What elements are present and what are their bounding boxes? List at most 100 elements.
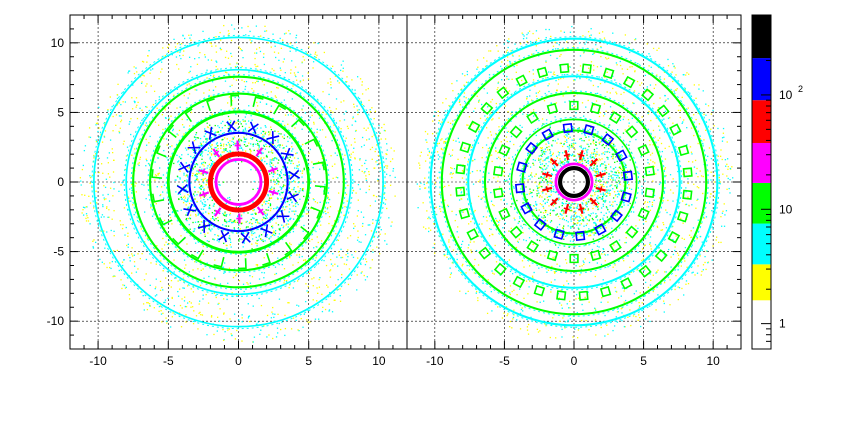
left-hit bbox=[210, 164, 213, 166]
left-hit bbox=[172, 312, 174, 314]
left-hit bbox=[271, 252, 274, 254]
right-hit bbox=[507, 313, 509, 315]
right-hit bbox=[664, 110, 667, 112]
left-hit bbox=[294, 127, 296, 129]
right-hit bbox=[510, 248, 512, 251]
left-hit bbox=[253, 180, 255, 183]
left-hit bbox=[252, 145, 254, 147]
right-hit bbox=[551, 265, 553, 268]
left-hit bbox=[260, 239, 263, 241]
right-hit bbox=[482, 182, 484, 185]
left-hit bbox=[247, 212, 249, 214]
left-hit bbox=[250, 115, 252, 117]
right-hit bbox=[602, 217, 604, 219]
left-hit bbox=[278, 233, 281, 235]
left-hit bbox=[231, 292, 233, 294]
right-hit bbox=[526, 165, 529, 167]
right-hit bbox=[638, 314, 640, 316]
left-hit bbox=[98, 212, 100, 214]
left-module bbox=[234, 140, 241, 151]
left-hit bbox=[154, 121, 157, 123]
left-hit bbox=[200, 145, 202, 147]
right-hit bbox=[576, 337, 579, 339]
left-hit bbox=[359, 78, 362, 80]
left-hit bbox=[196, 177, 198, 179]
right-hit bbox=[513, 143, 515, 146]
left-hit bbox=[203, 165, 205, 167]
left-hit bbox=[93, 239, 95, 241]
left-hit bbox=[245, 138, 248, 140]
right-hit bbox=[554, 174, 557, 176]
left-hit bbox=[275, 222, 277, 224]
left-hit bbox=[212, 205, 215, 207]
left-ring bbox=[166, 110, 311, 254]
right-hit bbox=[554, 271, 557, 273]
left-hit bbox=[201, 221, 203, 223]
left-hit bbox=[286, 136, 289, 138]
right-hit bbox=[711, 259, 713, 261]
left-hit bbox=[154, 174, 157, 176]
right-hit bbox=[535, 203, 537, 205]
right-hit bbox=[682, 173, 684, 175]
left-hit bbox=[270, 105, 273, 107]
right-hit bbox=[706, 182, 709, 184]
left-hit bbox=[197, 78, 199, 80]
right-hit bbox=[481, 146, 484, 149]
right-hit bbox=[609, 92, 611, 94]
right-hit bbox=[696, 186, 698, 188]
left-hit bbox=[269, 240, 272, 243]
left-hit bbox=[344, 206, 346, 208]
right-hit bbox=[588, 219, 590, 222]
left-hit bbox=[271, 152, 274, 154]
left-hit bbox=[235, 232, 238, 234]
right-hit bbox=[601, 253, 603, 255]
right-hit bbox=[548, 90, 550, 93]
right-hit bbox=[548, 83, 550, 85]
left-hit bbox=[297, 186, 299, 188]
left-hit bbox=[356, 239, 359, 241]
left-hit bbox=[251, 119, 253, 121]
right-hit bbox=[540, 163, 542, 166]
left-hit bbox=[197, 214, 199, 216]
left-hit bbox=[176, 63, 178, 66]
left-hit bbox=[283, 282, 285, 284]
left-hit bbox=[184, 37, 186, 40]
right-hit bbox=[557, 83, 559, 85]
left-hit bbox=[250, 213, 252, 216]
left-hit bbox=[208, 89, 210, 91]
right-hit bbox=[563, 163, 565, 165]
right-hit bbox=[549, 221, 552, 223]
right-hit bbox=[645, 220, 647, 223]
right-hit bbox=[635, 315, 637, 318]
right-hit bbox=[475, 249, 478, 252]
left-hit bbox=[280, 172, 282, 174]
right-hit bbox=[588, 252, 590, 255]
left-hit bbox=[202, 245, 205, 248]
left-hit bbox=[222, 145, 225, 147]
right-hit bbox=[622, 118, 624, 121]
right-hit bbox=[688, 73, 690, 75]
left-hit bbox=[307, 285, 309, 288]
left-ring-halo bbox=[147, 91, 330, 273]
left-hit bbox=[283, 167, 285, 169]
left-hit bbox=[308, 152, 310, 154]
right-hit bbox=[553, 271, 556, 273]
right-hit bbox=[461, 265, 463, 267]
right-hit bbox=[648, 110, 650, 113]
right-hit bbox=[589, 324, 592, 327]
right-hit bbox=[460, 246, 462, 249]
left-hit bbox=[274, 157, 276, 159]
right-hit bbox=[554, 116, 556, 118]
right-hit bbox=[495, 219, 498, 222]
left-hit bbox=[313, 277, 315, 279]
left-hit bbox=[112, 115, 114, 118]
right-hit bbox=[627, 118, 630, 121]
right-hit bbox=[659, 76, 661, 78]
left-hit bbox=[360, 272, 362, 274]
left-hit bbox=[354, 250, 357, 253]
right-hit bbox=[632, 102, 634, 104]
right-hit bbox=[602, 183, 604, 186]
right-hit bbox=[560, 77, 562, 80]
right-hit bbox=[654, 162, 656, 164]
left-hit bbox=[243, 141, 245, 143]
